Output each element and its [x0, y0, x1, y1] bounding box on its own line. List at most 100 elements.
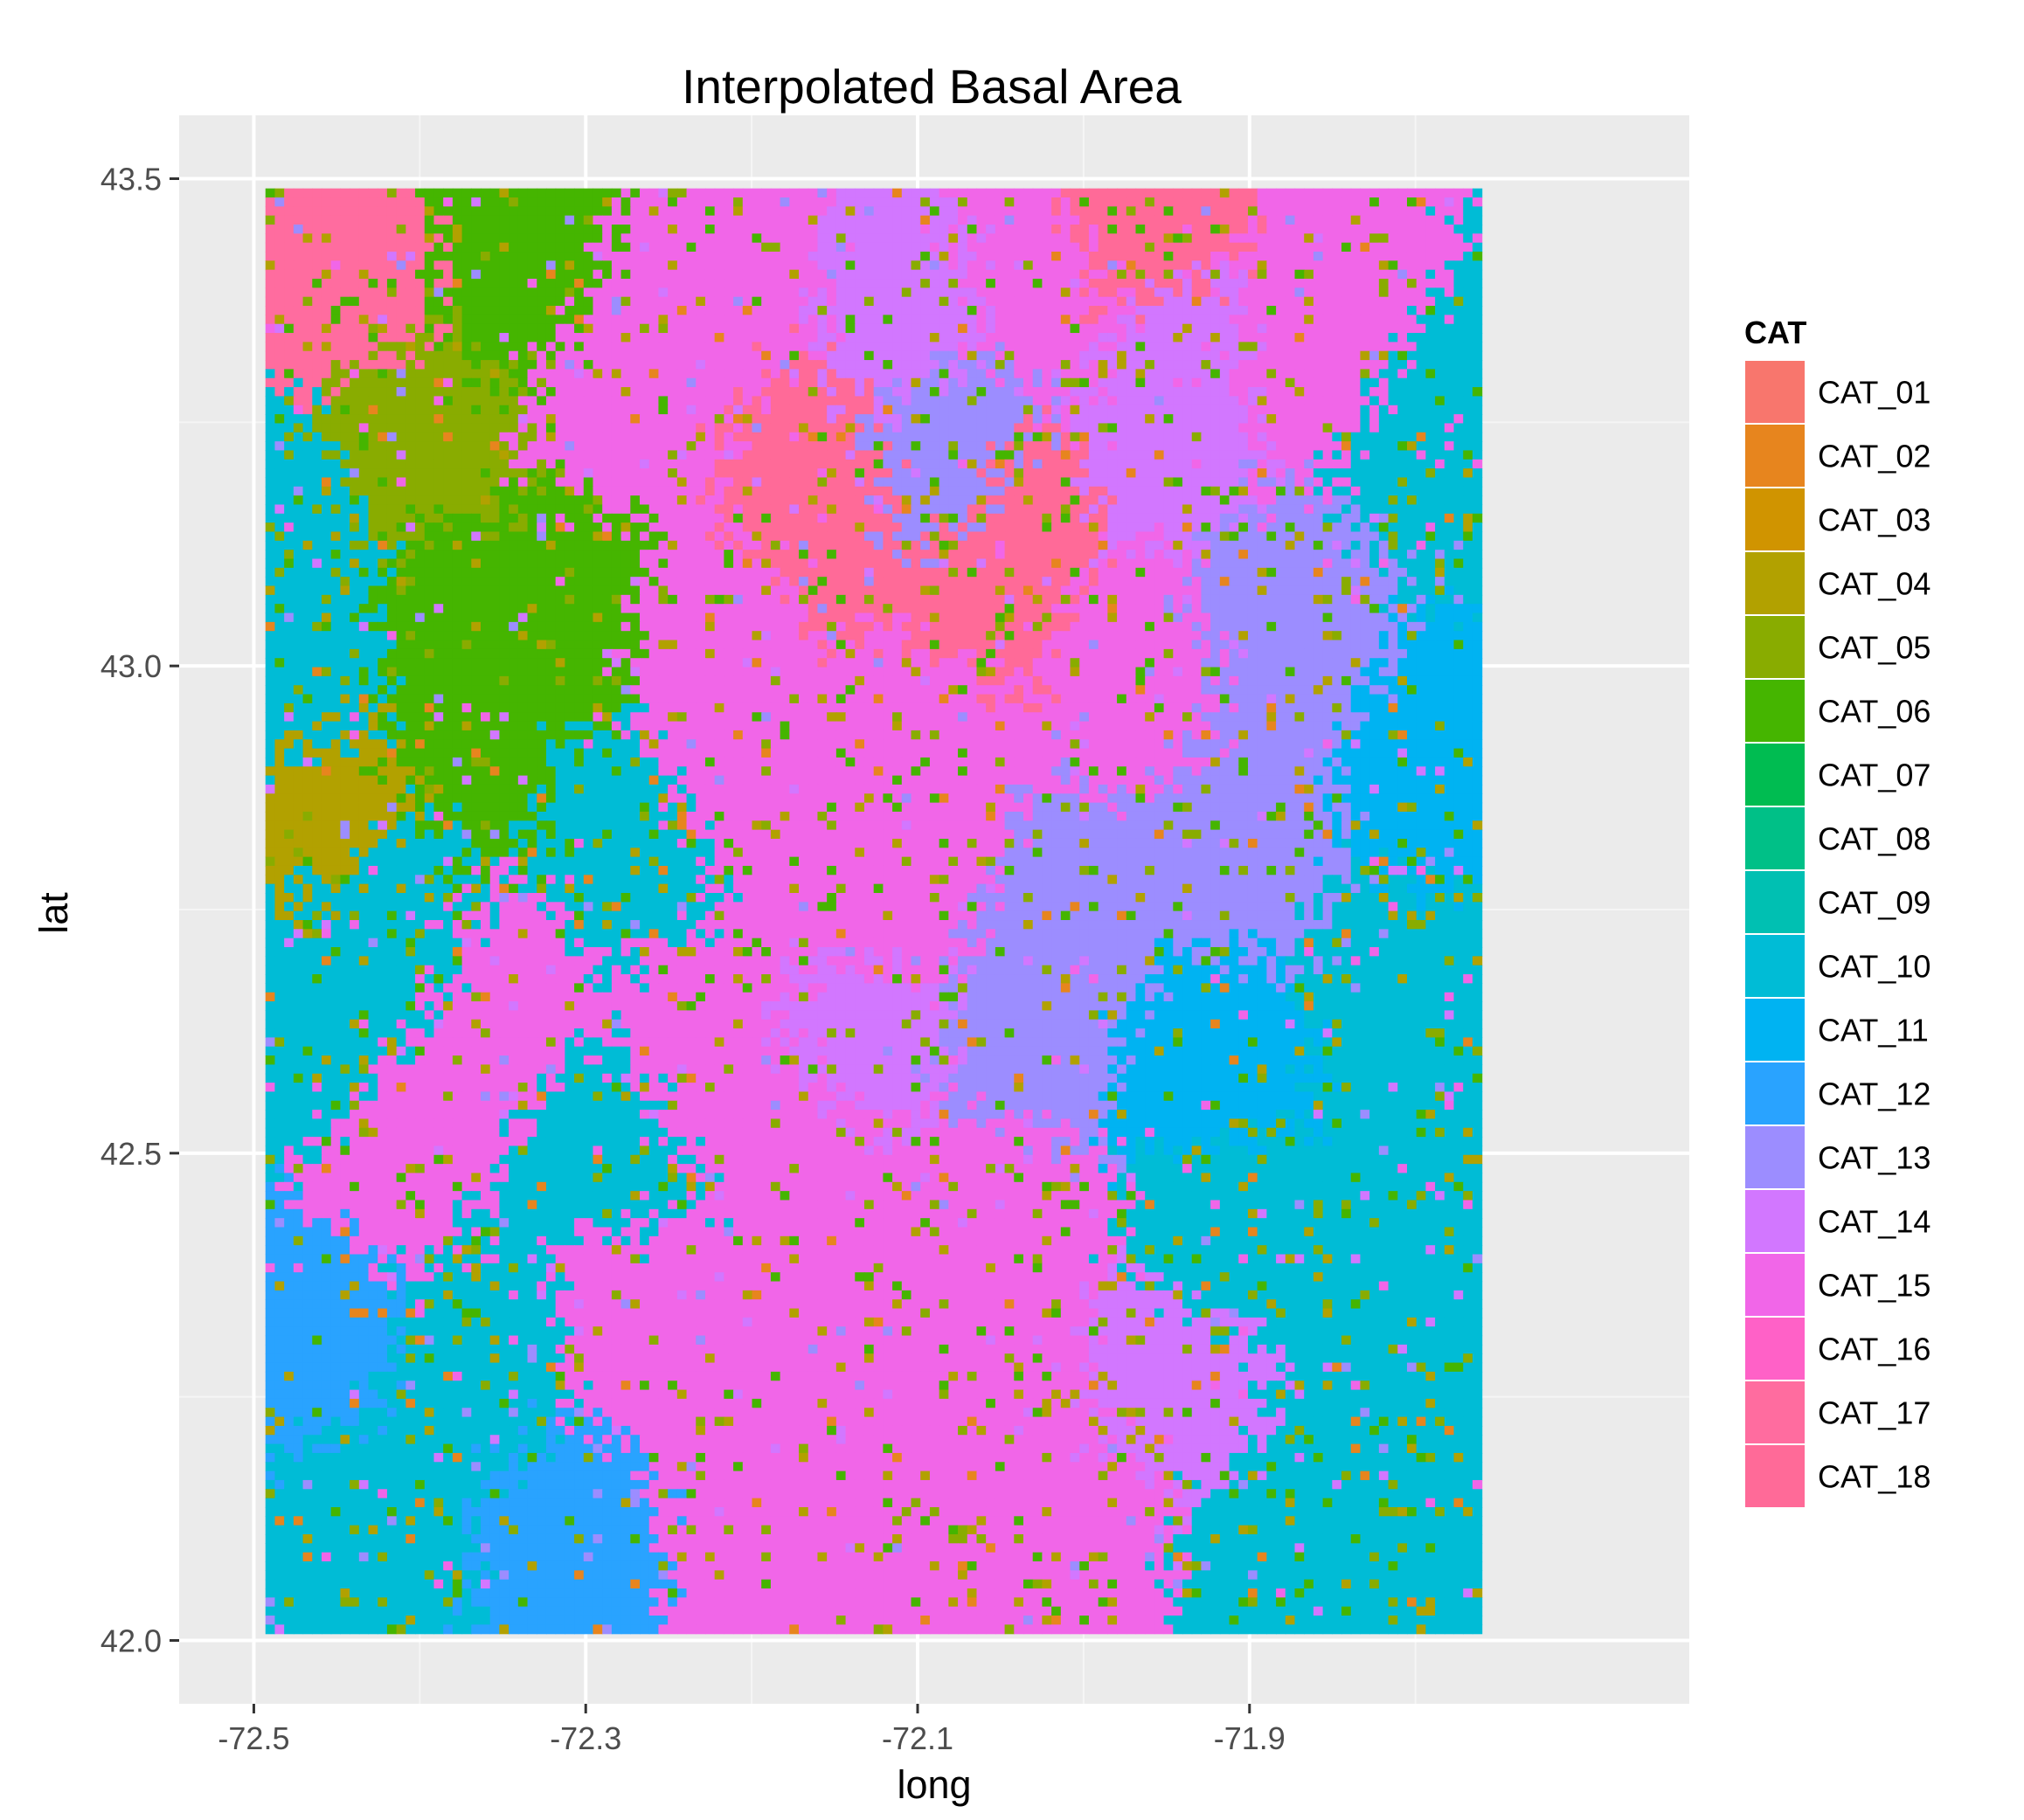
raster-cell	[537, 432, 547, 442]
raster-cell	[1032, 306, 1043, 315]
raster-cell	[1014, 504, 1024, 515]
raster-cell	[517, 252, 529, 261]
raster-cell	[911, 252, 921, 261]
raster-cell	[799, 323, 809, 334]
raster-cell	[808, 197, 819, 207]
raster-cell	[1145, 360, 1155, 370]
raster-cell	[1107, 269, 1118, 280]
raster-cell	[293, 387, 304, 398]
raster-cell	[1304, 369, 1314, 379]
raster-cell	[471, 531, 482, 542]
raster-cell	[1313, 432, 1324, 442]
raster-cell	[583, 369, 594, 379]
raster-cell	[481, 350, 491, 361]
raster-cell	[1285, 387, 1296, 398]
raster-cell	[1014, 197, 1024, 207]
raster-cell	[1182, 377, 1193, 388]
raster-cell	[939, 387, 949, 398]
raster-cell	[415, 423, 426, 433]
raster-cell	[611, 423, 622, 433]
raster-cell	[350, 423, 360, 433]
raster-cell	[368, 350, 378, 361]
raster-cell	[827, 360, 837, 370]
raster-cell	[1238, 360, 1249, 370]
raster-cell	[1060, 405, 1071, 415]
raster-cell	[1341, 252, 1352, 261]
raster-cell	[517, 296, 529, 307]
raster-cell	[265, 387, 276, 398]
raster-cell	[565, 441, 575, 452]
raster-cell	[1313, 197, 1324, 207]
raster-cell	[1435, 296, 1445, 307]
raster-cell	[489, 333, 501, 343]
raster-cell	[1004, 269, 1015, 280]
raster-cell	[939, 432, 949, 442]
raster-cell	[555, 423, 565, 433]
raster-cell	[517, 495, 529, 506]
raster-cell	[499, 287, 509, 298]
raster-cell	[1397, 504, 1408, 515]
raster-cell	[293, 486, 304, 496]
raster-cell	[386, 269, 398, 280]
raster-cell	[517, 369, 529, 379]
raster-cell	[1173, 450, 1183, 460]
raster-cell	[1201, 377, 1211, 388]
raster-cell	[1117, 287, 1127, 298]
raster-cell	[602, 459, 613, 469]
raster-cell	[1163, 323, 1174, 334]
raster-cell	[1453, 279, 1464, 288]
raster-cell	[817, 287, 828, 298]
raster-cell	[668, 287, 678, 298]
raster-cell	[976, 215, 987, 225]
raster-cell	[340, 405, 350, 415]
raster-cell	[827, 377, 837, 388]
raster-cell	[1126, 477, 1137, 488]
raster-cell	[1341, 279, 1352, 288]
raster-cell	[509, 215, 519, 225]
raster-cell	[611, 468, 622, 479]
raster-cell	[686, 287, 697, 298]
raster-cell	[274, 450, 285, 460]
raster-cell	[668, 233, 678, 244]
raster-cell	[808, 206, 819, 217]
raster-cell	[808, 233, 819, 244]
raster-cell	[312, 206, 322, 217]
raster-cell	[545, 396, 557, 406]
raster-cell	[274, 188, 285, 198]
raster-cell	[1051, 495, 1062, 506]
raster-cell	[330, 252, 341, 261]
raster-cell	[358, 513, 370, 523]
raster-cell	[704, 423, 716, 433]
raster-cell	[1042, 233, 1052, 244]
raster-cell	[967, 333, 978, 343]
raster-cell	[611, 323, 622, 334]
raster-cell	[1350, 522, 1362, 533]
raster-cell	[1238, 315, 1249, 325]
raster-cell	[789, 197, 800, 207]
raster-cell	[265, 306, 276, 315]
raster-cell	[1378, 396, 1390, 406]
raster-cell	[883, 323, 893, 334]
raster-cell	[845, 279, 856, 288]
raster-cell	[676, 414, 688, 425]
raster-cell	[948, 306, 959, 315]
raster-cell	[527, 197, 537, 207]
raster-cell	[1378, 414, 1390, 425]
raster-cell	[733, 396, 744, 406]
raster-cell	[284, 459, 295, 469]
raster-cell	[658, 333, 669, 343]
raster-cell	[1042, 423, 1052, 433]
raster-cell	[1182, 477, 1193, 488]
raster-cell	[265, 323, 276, 334]
raster-cell	[1276, 323, 1286, 334]
raster-cell	[855, 215, 865, 225]
raster-cell	[330, 396, 341, 406]
raster-cell	[995, 459, 1006, 469]
raster-cell	[481, 522, 491, 533]
raster-cell	[1406, 342, 1417, 352]
raster-cell	[1032, 459, 1043, 469]
raster-cell	[1341, 396, 1352, 406]
raster-cell	[1182, 206, 1193, 217]
raster-cell	[284, 450, 295, 460]
raster-cell	[396, 477, 406, 488]
